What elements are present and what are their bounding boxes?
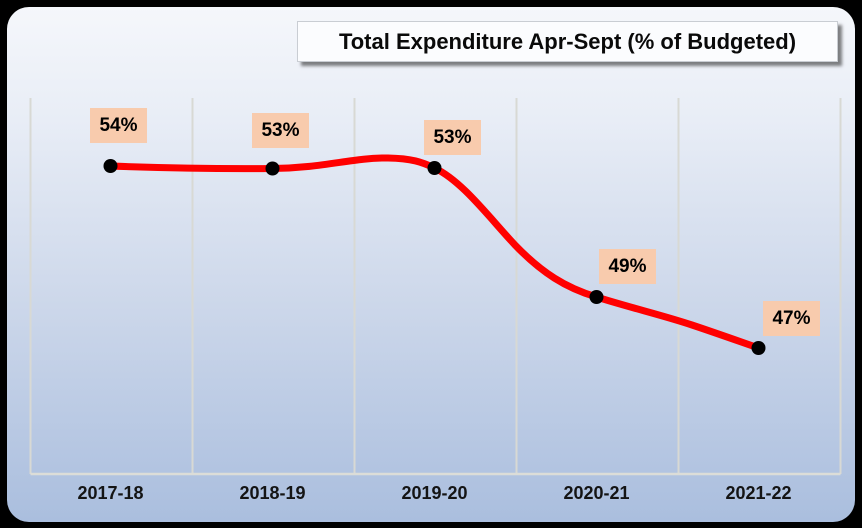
data-point-marker-2021-22 [751, 341, 766, 355]
x-axis-label-2020-21: 2020-21 [563, 483, 630, 503]
chart-background-panel [7, 7, 855, 522]
data-label-2020-21: 49% [599, 249, 656, 284]
x-axis-label-2019-20: 2019-20 [401, 483, 468, 503]
data-point-marker-2019-20 [427, 161, 442, 175]
data-label-2021-22: 47% [763, 301, 820, 336]
data-point-marker-2018-19 [265, 161, 280, 176]
data-point-marker-2020-21 [589, 290, 604, 304]
data-point-markers [103, 159, 766, 355]
x-axis-label-2021-22: 2021-22 [725, 483, 792, 503]
chart-title: Total Expenditure Apr-Sept (% of Budgete… [297, 21, 838, 62]
series-line-total-expenditure [107, 154, 762, 352]
data-point-marker-2017-18 [103, 159, 118, 173]
x-axis-label-2017-18: 2017-18 [77, 483, 144, 503]
data-label-2019-20: 53% [424, 120, 481, 155]
x-axis-label-2018-19: 2018-19 [239, 483, 306, 503]
data-label-2018-19: 53% [252, 113, 309, 148]
data-label-2017-18: 54% [90, 108, 147, 143]
